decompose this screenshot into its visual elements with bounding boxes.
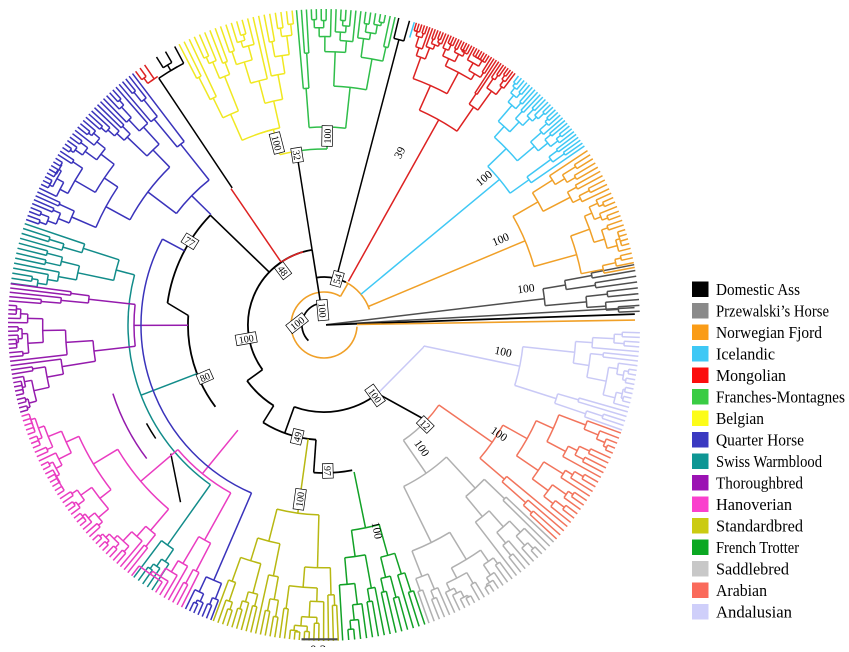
svg-text:39: 39 (392, 145, 408, 161)
svg-text:100: 100 (238, 333, 255, 346)
svg-text:Icelandic: Icelandic (716, 345, 775, 364)
svg-text:Mongolian: Mongolian (716, 366, 786, 385)
svg-text:Domestic Ass: Domestic Ass (716, 280, 800, 299)
svg-text:Belgian: Belgian (716, 409, 764, 428)
svg-text:Andalusian: Andalusian (716, 603, 792, 622)
svg-text:Przewalski’s Horse: Przewalski’s Horse (716, 302, 829, 321)
svg-text:80: 80 (199, 371, 213, 385)
svg-text:Thoroughbred: Thoroughbred (716, 474, 803, 493)
svg-text:Quarter Horse: Quarter Horse (716, 431, 804, 450)
svg-text:32: 32 (290, 149, 302, 161)
svg-text:49: 49 (292, 431, 305, 443)
svg-text:Norwegian Fjord: Norwegian Fjord (716, 323, 822, 342)
svg-text:Franches-Montagnes: Franches-Montagnes (716, 388, 845, 407)
svg-text:100: 100 (369, 521, 384, 541)
svg-text:0.2: 0.2 (310, 642, 326, 647)
svg-text:100: 100 (323, 128, 334, 143)
svg-text:100: 100 (315, 302, 327, 318)
svg-text:Arabian: Arabian (716, 581, 767, 600)
svg-text:100: 100 (269, 135, 283, 152)
svg-text:Standardbred: Standardbred (716, 517, 803, 536)
svg-text:Saddlebred: Saddlebred (716, 560, 789, 579)
svg-text:100: 100 (294, 491, 307, 507)
svg-text:100: 100 (493, 345, 513, 360)
svg-text:French Trotter: French Trotter (716, 538, 799, 557)
svg-text:100: 100 (517, 282, 536, 296)
svg-text:77: 77 (182, 235, 196, 250)
svg-text:97: 97 (321, 466, 332, 476)
svg-text:Swiss Warmblood: Swiss Warmblood (716, 452, 822, 471)
svg-text:54: 54 (332, 273, 345, 286)
svg-text:Hanoverian: Hanoverian (716, 495, 792, 514)
